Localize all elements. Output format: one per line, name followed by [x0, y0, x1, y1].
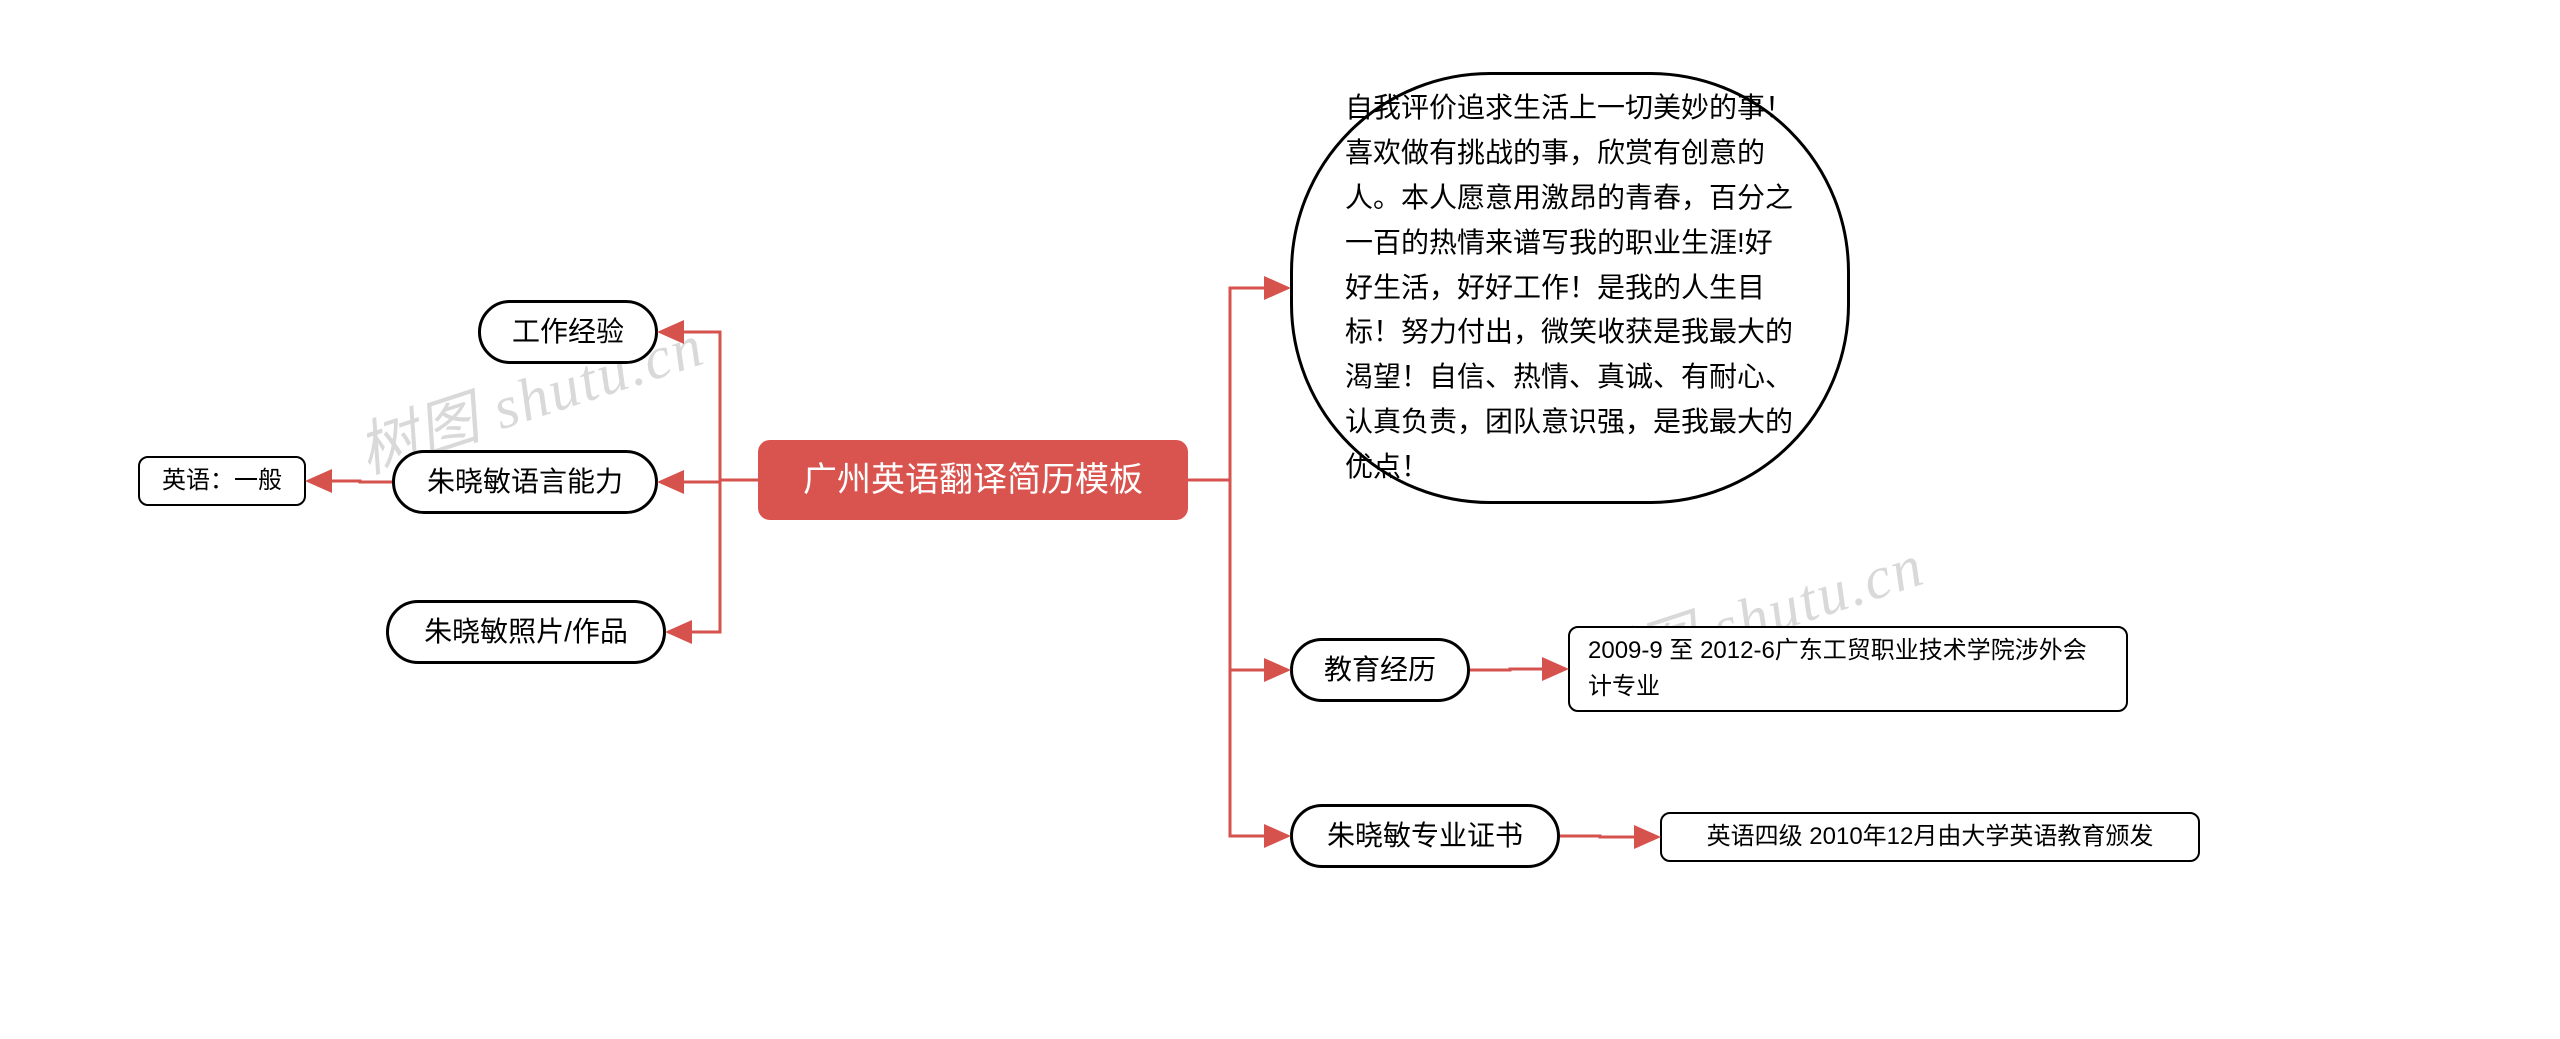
node-education-leaf[interactable]: 2009-9 至 2012-6广东工贸职业技术学院涉外会计专业 [1568, 626, 2128, 712]
edge-root-education [1188, 480, 1288, 670]
education-leaf-label: 2009-9 至 2012-6广东工贸职业技术学院涉外会计专业 [1588, 633, 2108, 705]
certificate-leaf-label: 英语四级 2010年12月由大学英语教育颁发 [1707, 819, 2154, 855]
edge-root-selfeval [1188, 288, 1288, 480]
node-photos[interactable]: 朱晓敏照片/作品 [386, 600, 666, 664]
edge-cert-leaf [1560, 836, 1658, 837]
edge-root-photos [668, 480, 758, 632]
node-certificate-leaf[interactable]: 英语四级 2010年12月由大学英语教育颁发 [1660, 812, 2200, 862]
node-self-eval[interactable]: 自我评价追求生活上一切美妙的事！喜欢做有挑战的事，欣赏有创意的人。本人愿意用激昂… [1290, 72, 1850, 504]
photos-label: 朱晓敏照片/作品 [424, 611, 628, 653]
edge-root-cert [1188, 480, 1288, 836]
certificate-label: 朱晓敏专业证书 [1327, 815, 1523, 857]
root-node[interactable]: 广州英语翻译简历模板 [758, 440, 1188, 520]
edge-root-language [660, 480, 758, 482]
edges-svg [0, 0, 2560, 1039]
node-education[interactable]: 教育经历 [1290, 638, 1470, 702]
edge-language-leaf [308, 481, 392, 482]
node-language-leaf[interactable]: 英语：一般 [138, 456, 306, 506]
self-eval-text: 自我评价追求生活上一切美妙的事！喜欢做有挑战的事，欣赏有创意的人。本人愿意用激昂… [1345, 86, 1795, 489]
language-leaf-label: 英语：一般 [162, 463, 282, 499]
edge-education-leaf [1470, 669, 1566, 670]
node-certificate[interactable]: 朱晓敏专业证书 [1290, 804, 1560, 868]
work-exp-label: 工作经验 [512, 311, 624, 353]
node-work-exp[interactable]: 工作经验 [478, 300, 658, 364]
education-label: 教育经历 [1324, 649, 1436, 691]
root-label: 广州英语翻译简历模板 [803, 455, 1143, 506]
language-label: 朱晓敏语言能力 [427, 461, 623, 503]
node-language[interactable]: 朱晓敏语言能力 [392, 450, 658, 514]
edge-root-workexp [660, 332, 758, 480]
